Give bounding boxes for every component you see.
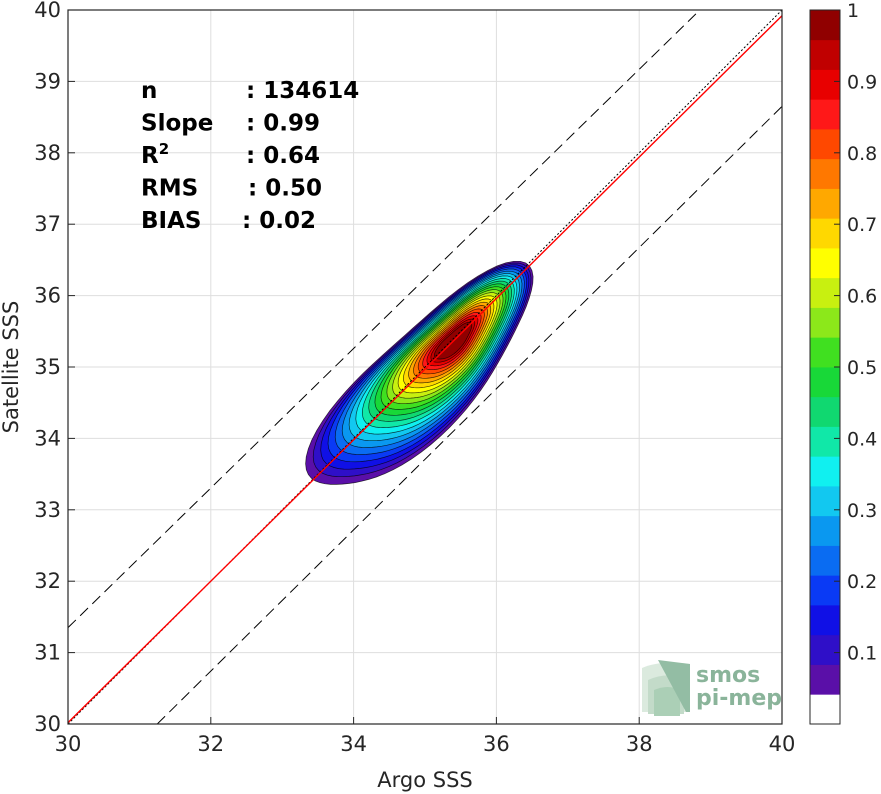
colorbar-swatch-15 [810,248,840,279]
x-axis: 30 32 34 36 38 40 [55,717,796,756]
stat-label: n [141,78,157,104]
colorbar-swatch-0 [810,694,840,725]
colorbar-swatch-12 [810,337,840,368]
colorbar-swatch-23 [810,10,840,41]
stat-label: RMS [141,176,198,202]
colorbar-tick-label: 0.5 [847,357,877,379]
upper-line [68,10,701,628]
colorbar-tick-label: 0.1 [847,643,877,665]
y-tick-label: 37 [34,212,61,236]
colorbar-swatch-1 [810,664,840,695]
colorbar-swatch-8 [810,456,840,487]
colorbar-tick-label: 1 [847,0,859,22]
stat-value: : 134614 [246,78,359,104]
x-tick-label: 30 [55,732,82,756]
colorbar-swatch-4 [810,575,840,606]
y-tick-label: 39 [34,69,61,93]
y-tick-label: 38 [34,141,61,165]
y-tick-label: 40 [34,0,61,22]
colorbar: 0.1 0.2 0.3 0.4 0.5 0.6 0.7 0.8 0.9 1 [809,0,877,725]
colorbar-swatch-19 [810,129,840,160]
colorbar-swatch-20 [810,99,840,130]
y-tick-label: 30 [34,712,61,736]
y-tick-label: 32 [34,569,61,593]
stat-label: Slope [141,111,213,137]
colorbar-swatch-13 [810,307,840,338]
colorbar-swatch-2 [810,634,840,665]
colorbar-swatch-14 [810,277,840,308]
y-tick-label: 31 [34,641,61,665]
colorbar-swatch-16 [810,218,840,249]
logo-line2: pi-mep [696,686,782,711]
x-tick-label: 36 [483,732,510,756]
lower-line [156,106,782,724]
y-tick-label: 34 [34,426,61,450]
colorbar-swatch-10 [810,396,840,427]
colorbar-tick-label: 0.2 [847,571,877,593]
x-tick-label: 32 [197,732,224,756]
stat-value: : 0.64 [246,143,320,169]
colorbar-swatch-6 [810,515,840,546]
colorbar-tick-label: 0.7 [847,214,877,236]
stat-value: : 0.99 [246,111,320,137]
y-tick-label: 36 [34,284,61,308]
colorbar-tick-label: 0.4 [847,428,877,450]
stat-value: : 0.02 [242,208,316,234]
colorbar-swatch-18 [810,158,840,189]
colorbar-tick-label: 0.6 [847,286,877,308]
reference-lines [68,10,782,724]
regression-line [68,15,782,724]
y-tick-label: 33 [34,498,61,522]
x-tick-label: 38 [626,732,653,756]
colorbar-swatch-3 [810,605,840,636]
colorbar-swatch-21 [810,69,840,100]
stat-label: BIAS [141,208,201,234]
y-tick-label: 35 [34,355,61,379]
y-axis-label: Satellite SSS [0,301,23,434]
colorbar-swatch-5 [810,545,840,576]
colorbar-swatch-7 [810,486,840,517]
logo-waves-icon [642,660,690,716]
colorbar-swatch-9 [810,426,840,457]
x-tick-label: 40 [769,732,796,756]
stat-sup: 2 [159,140,169,158]
colorbar-tick-label: 0.9 [847,71,877,93]
colorbar-tick-label: 0.3 [847,500,877,522]
colorbar-swatch-11 [810,367,840,398]
colorbar-swatch-22 [810,39,840,70]
logo-line1: smos [696,663,760,688]
x-axis-label: Argo SSS [377,768,472,792]
colorbar-tick-label: 0.8 [847,143,877,165]
x-tick-label: 34 [340,732,367,756]
smos-pimep-logo: smos pi-mep [642,660,782,716]
stat-value: : 0.50 [248,176,322,202]
colorbar-swatch-17 [810,188,840,219]
y-axis: 30 31 32 33 34 35 36 37 38 39 40 [34,0,75,736]
